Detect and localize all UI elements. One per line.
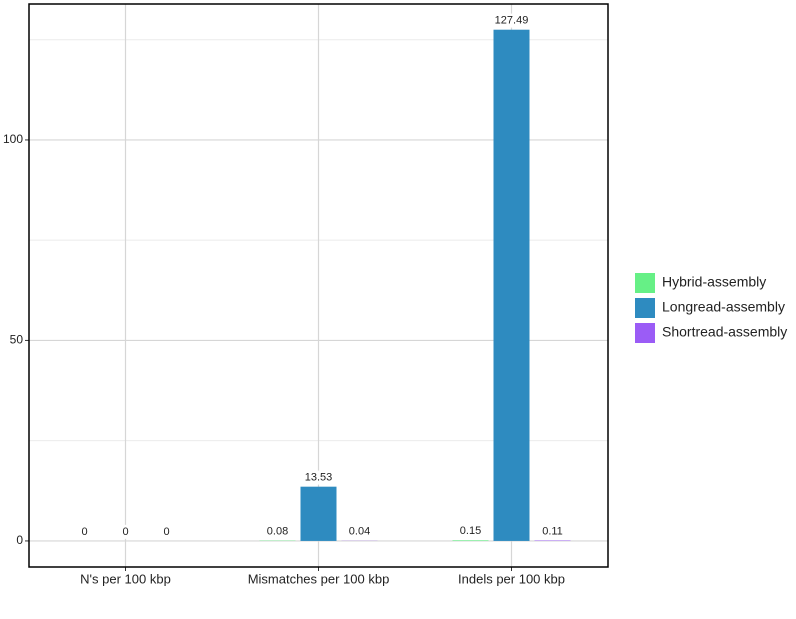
x-tick-label: Indels per 100 kbp bbox=[458, 571, 565, 586]
bar bbox=[453, 540, 489, 541]
value-label: 13.53 bbox=[305, 472, 333, 484]
value-label: 0.11 bbox=[542, 525, 563, 537]
value-label: 0.15 bbox=[460, 525, 481, 537]
value-label: 0 bbox=[122, 526, 128, 538]
legend-label: Hybrid-assembly bbox=[662, 274, 766, 290]
legend-key bbox=[635, 298, 655, 318]
legend-key bbox=[635, 273, 655, 293]
legend-key bbox=[635, 323, 655, 343]
x-tick-label: Mismatches per 100 kbp bbox=[248, 571, 390, 586]
legend-label: Longread-assembly bbox=[662, 299, 785, 315]
bar bbox=[301, 487, 337, 541]
value-label: 127.49 bbox=[495, 15, 529, 27]
y-tick-label: 50 bbox=[10, 333, 24, 347]
x-tick-label: N's per 100 kbp bbox=[80, 571, 171, 586]
value-label: 0 bbox=[81, 526, 87, 538]
value-label: 0 bbox=[163, 526, 169, 538]
y-tick-label: 0 bbox=[16, 533, 23, 547]
bar bbox=[494, 30, 530, 541]
value-label: 0.08 bbox=[267, 526, 288, 538]
legend-label: Shortread-assembly bbox=[662, 324, 787, 340]
value-label: 0.04 bbox=[349, 526, 370, 538]
y-tick-label: 100 bbox=[3, 132, 23, 146]
